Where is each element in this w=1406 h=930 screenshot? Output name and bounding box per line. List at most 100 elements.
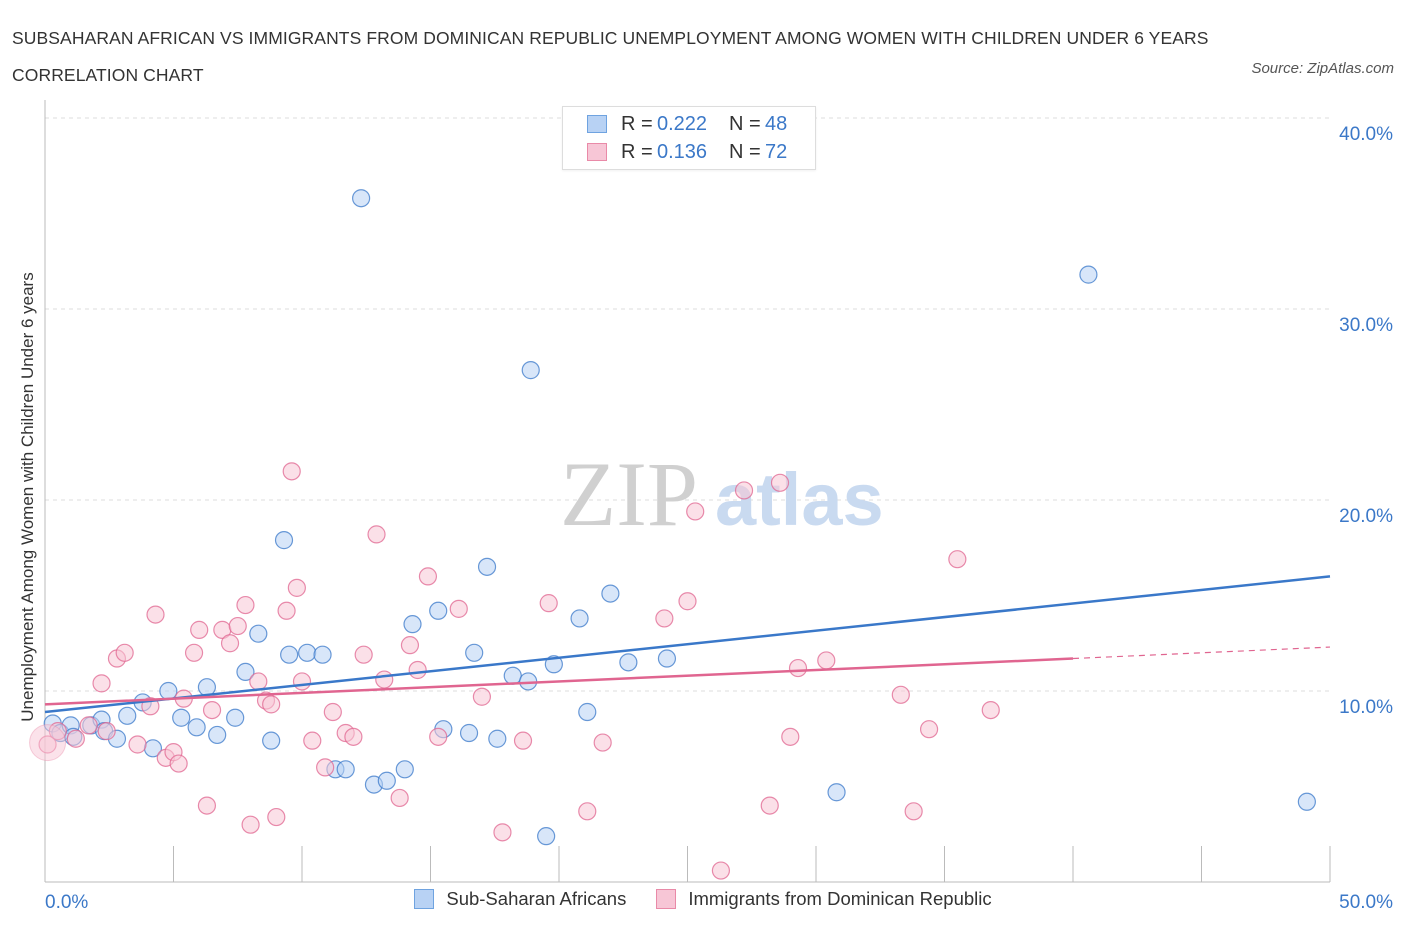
point-dominican — [493, 823, 512, 842]
point-subsaharan — [657, 649, 677, 668]
y-tick-label: 40.0% — [1339, 124, 1393, 145]
point-dominican — [249, 672, 268, 691]
point-dominican — [593, 733, 612, 752]
point-subsaharan — [236, 662, 255, 682]
legend-n-label: N = — [729, 112, 761, 135]
point-dominican — [303, 731, 322, 750]
point-dominican — [344, 727, 363, 746]
point-dominican — [115, 643, 134, 662]
point-dominican — [66, 729, 85, 748]
point-dominican — [190, 620, 209, 639]
point-dominican — [316, 758, 335, 777]
point-dominican — [891, 685, 910, 704]
point-dominican — [539, 594, 558, 613]
point-subsaharan — [429, 601, 448, 620]
legend-swatch-blue — [414, 889, 435, 909]
point-subsaharan — [208, 725, 227, 745]
watermark-zip: ZIP — [560, 443, 698, 545]
point-dominican — [919, 720, 939, 739]
point-dominican — [770, 473, 790, 492]
point-dominican — [220, 634, 240, 653]
y-tick-label: 20.0% — [1339, 506, 1393, 527]
point-dominican — [408, 660, 427, 680]
point-dominican — [686, 502, 705, 521]
point-subsaharan — [336, 760, 355, 779]
point-subsaharan — [1079, 265, 1098, 284]
point-dominican — [282, 462, 301, 481]
point-subsaharan — [459, 723, 479, 743]
chart-title: SUBSAHARAN AFRICAN VS IMMIGRANTS FROM DO… — [12, 28, 1209, 85]
correlation-legend: R = 0.222 N = 48 R = 0.136 N = 72 — [562, 106, 816, 170]
point-dominican — [267, 807, 286, 827]
point-subsaharan — [377, 771, 396, 790]
point-subsaharan — [403, 615, 422, 634]
trend-line-dominican — [44, 657, 1074, 706]
point-dominican — [146, 605, 165, 624]
point-dominican — [400, 636, 420, 655]
point-dominican — [228, 616, 247, 636]
point-subsaharan — [465, 643, 484, 662]
legend-n-label: N = — [729, 140, 761, 163]
point-subsaharan — [1297, 792, 1316, 811]
point-subsaharan — [159, 681, 178, 701]
point-subsaharan — [619, 653, 638, 672]
point-dominican — [817, 651, 836, 670]
series-legend: Sub-Saharan Africans Immigrants from Dom… — [0, 888, 1406, 910]
point-dominican — [323, 702, 342, 722]
point-subsaharan — [313, 645, 332, 664]
point-subsaharan — [262, 731, 281, 750]
legend-item-subsaharan[interactable]: Sub-Saharan Africans — [414, 888, 626, 910]
point-subsaharan — [578, 702, 597, 722]
point-subsaharan — [118, 706, 137, 725]
point-subsaharan — [521, 361, 540, 380]
legend-row-dominican: R = 0.136 N = 72 — [587, 139, 787, 165]
legend-n-value: 48 — [765, 112, 788, 135]
point-dominican — [429, 727, 448, 746]
legend-r-value: 0.136 — [657, 140, 708, 163]
legend-label-dominican: Immigrants from Dominican Republic — [688, 888, 992, 909]
labels-layer: 10.0% 20.0% 30.0% 40.0% 0.0% 50.0% — [45, 124, 1393, 913]
point-dominican — [354, 645, 373, 664]
point-dominican — [169, 754, 188, 773]
point-subsaharan — [488, 729, 507, 748]
point-subsaharan — [172, 708, 191, 727]
point-subsaharan — [187, 718, 206, 737]
y-axis-label: Unemployment Among Women with Children U… — [18, 272, 37, 722]
point-dominican — [781, 727, 800, 746]
point-dominican — [184, 643, 204, 662]
point-dominican — [292, 672, 312, 691]
legend-swatch-pink — [656, 889, 677, 909]
point-subsaharan — [570, 609, 589, 628]
legend-r-label: R = — [621, 112, 653, 135]
point-dominican — [711, 861, 731, 880]
y-tick-label: 30.0% — [1339, 315, 1393, 336]
point-subsaharan — [395, 760, 414, 779]
point-dominican — [197, 796, 217, 815]
point-subsaharan — [352, 189, 371, 208]
legend-r-label: R = — [621, 140, 653, 163]
point-dominican — [513, 731, 533, 750]
point-dominican — [375, 670, 394, 689]
point-dominican — [418, 567, 438, 586]
point-dominican — [79, 716, 98, 735]
point-subsaharan — [280, 645, 299, 664]
legend-item-dominican[interactable]: Immigrants from Dominican Republic — [656, 888, 992, 910]
point-dominican — [655, 609, 674, 628]
point-dominican — [277, 601, 296, 620]
point-subsaharan — [537, 827, 556, 846]
point-subsaharan — [274, 531, 294, 550]
point-dominican — [262, 695, 281, 714]
trend-layer — [44, 575, 1331, 714]
y-tick-label: 10.0% — [1339, 697, 1393, 718]
point-dominican — [449, 599, 468, 618]
trend-line-subsaharan — [44, 575, 1331, 714]
point-dominican — [948, 550, 967, 569]
point-dominican — [904, 802, 923, 821]
point-dominican — [981, 700, 1000, 720]
point-dominican — [578, 802, 597, 821]
legend-swatch-pink — [587, 143, 607, 161]
point-dominican — [678, 592, 697, 611]
point-subsaharan — [827, 783, 846, 802]
point-dominican — [236, 595, 255, 615]
